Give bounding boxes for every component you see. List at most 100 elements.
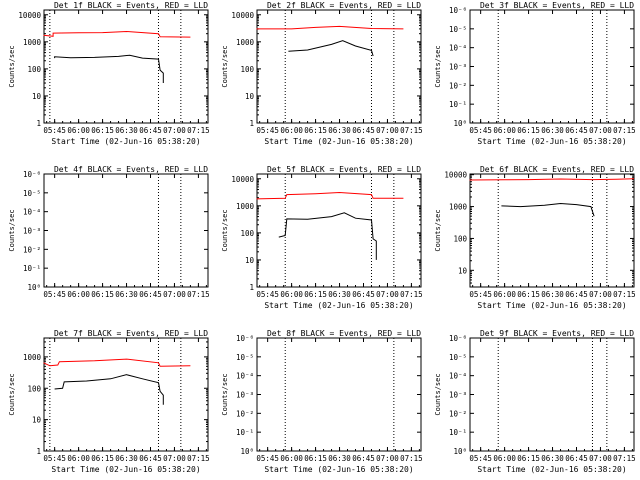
event-rate-line [501, 202, 595, 217]
y-tick-label: 1000 [449, 203, 468, 212]
y-axis-label: Counts/sec [434, 209, 442, 251]
plot-title: Det 4f BLACK = Events, RED = LLD [54, 165, 208, 174]
x-tick-label: 06:45 [565, 290, 588, 299]
detector-panel-7: Det 7f BLACK = Events, RED = LLD Counts/s… [8, 329, 210, 474]
y-tick-label: 10⁻³ [449, 63, 467, 72]
x-axis-label: Start Time (02-Jun-16 05:38:20) [264, 137, 413, 146]
y-tick-label: 10 [32, 416, 42, 425]
x-tick-label: 07:15 [613, 290, 636, 299]
y-tick-label: 1000 [236, 202, 255, 211]
y-tick-label: 10⁻³ [449, 391, 467, 400]
x-tick-label: 06:30 [328, 126, 351, 135]
x-tick-label: 05:45 [256, 126, 279, 135]
x-tick-label: 06:30 [541, 126, 564, 135]
x-tick-label: 06:00 [67, 290, 90, 299]
y-tick-label: 10⁻² [449, 409, 467, 418]
y-axis-label: Counts/sec [221, 373, 229, 415]
x-tick-label: 06:00 [280, 126, 303, 135]
y-tick-label: 10⁻² [449, 81, 467, 90]
y-tick-label: 10000 [444, 171, 467, 180]
y-tick-label: 10⁻⁴ [236, 372, 254, 381]
x-tick-label: 07:00 [589, 290, 612, 299]
x-tick-label: 06:30 [541, 454, 564, 463]
x-tick-label: 07:15 [400, 454, 423, 463]
x-tick-label: 07:15 [613, 454, 636, 463]
x-tick-label: 07:00 [163, 454, 186, 463]
x-tick-label: 06:00 [67, 454, 90, 463]
plot-title: Det 1f BLACK = Events, RED = LLD [54, 1, 208, 10]
x-tick-label: 06:15 [91, 454, 114, 463]
x-tick-label: 06:30 [115, 454, 138, 463]
y-tick-label: 100 [453, 234, 467, 243]
x-axis-label: Start Time (02-Jun-16 05:38:20) [264, 301, 413, 310]
x-tick-label: 06:15 [91, 126, 114, 135]
y-tick-label: 10⁻¹ [449, 100, 467, 109]
plot-frame [469, 9, 635, 124]
y-tick-label: 10⁻⁴ [449, 44, 467, 53]
y-axis-label: Counts/sec [8, 45, 16, 87]
x-tick-label: 06:15 [517, 126, 540, 135]
detector-panel-5: Det 5f BLACK = Events, RED = LLD Counts/s… [221, 165, 423, 310]
plot-frame [469, 173, 635, 288]
x-tick-label: 06:15 [304, 126, 327, 135]
plot-title: Det 6f BLACK = Events, RED = LLD [480, 165, 634, 174]
y-tick-label: 10⁻⁵ [236, 353, 254, 362]
x-tick-label: 06:45 [139, 454, 162, 463]
lld-rate-line [469, 178, 635, 181]
y-tick-label: 1000 [23, 38, 42, 47]
y-axis-label: Counts/sec [221, 209, 229, 251]
x-axis-label: Start Time (02-Jun-16 05:38:20) [477, 137, 626, 146]
y-tick-label: 1000 [236, 38, 255, 47]
y-tick-label: 10⁰ [240, 447, 254, 456]
y-tick-label: 10⁻² [23, 245, 41, 254]
lld-rate-line [256, 191, 404, 200]
x-tick-label: 06:45 [565, 454, 588, 463]
y-tick-label: 10⁻³ [236, 391, 254, 400]
x-tick-label: 06:30 [328, 454, 351, 463]
x-tick-label: 07:00 [163, 126, 186, 135]
x-tick-label: 06:15 [517, 290, 540, 299]
y-tick-label: 10⁻⁴ [449, 372, 467, 381]
y-tick-label: 10⁻⁵ [449, 25, 467, 34]
x-tick-label: 06:00 [493, 454, 516, 463]
x-tick-label: 05:45 [256, 290, 279, 299]
y-tick-label: 10000 [231, 11, 254, 20]
y-axis-label: Counts/sec [8, 209, 16, 251]
x-tick-label: 06:00 [280, 290, 303, 299]
y-tick-label: 1 [249, 283, 254, 292]
x-tick-label: 06:30 [328, 290, 351, 299]
x-tick-label: 05:45 [43, 454, 66, 463]
x-tick-label: 05:45 [256, 454, 279, 463]
y-tick-label: 10 [458, 266, 468, 275]
y-tick-label: 10⁻³ [23, 227, 41, 236]
x-axis-label: Start Time (02-Jun-16 05:38:20) [477, 301, 626, 310]
plot-frame [43, 9, 209, 124]
x-tick-label: 05:45 [469, 454, 492, 463]
x-tick-label: 05:45 [469, 126, 492, 135]
y-tick-label: 10⁻¹ [23, 264, 41, 273]
plot-title: Det 7f BLACK = Events, RED = LLD [54, 329, 208, 338]
x-tick-label: 06:00 [67, 126, 90, 135]
lld-rate-line [43, 358, 191, 367]
plot-title: Det 8f BLACK = Events, RED = LLD [267, 329, 421, 338]
y-axis-label: Counts/sec [434, 373, 442, 415]
x-tick-label: 06:45 [352, 290, 375, 299]
y-tick-label: 10000 [231, 175, 254, 184]
y-tick-label: 100 [27, 384, 41, 393]
detector-panel-4: Det 4f BLACK = Events, RED = LLD Counts/s… [8, 165, 210, 299]
y-tick-label: 1 [36, 447, 41, 456]
x-tick-label: 06:45 [565, 126, 588, 135]
x-axis-label: Start Time (02-Jun-16 05:38:20) [477, 465, 626, 474]
x-tick-label: 07:15 [400, 290, 423, 299]
plot-title: Det 5f BLACK = Events, RED = LLD [267, 165, 421, 174]
x-tick-label: 05:45 [43, 290, 66, 299]
y-tick-label: 10⁰ [453, 119, 467, 128]
plot-frame [256, 9, 422, 124]
x-axis-label: Start Time (02-Jun-16 05:38:20) [51, 137, 200, 146]
y-tick-label: 1 [249, 119, 254, 128]
x-tick-label: 07:00 [589, 126, 612, 135]
y-tick-label: 10⁻² [236, 409, 254, 418]
y-axis-label: Counts/sec [8, 373, 16, 415]
plot-title: Det 2f BLACK = Events, RED = LLD [267, 1, 421, 10]
